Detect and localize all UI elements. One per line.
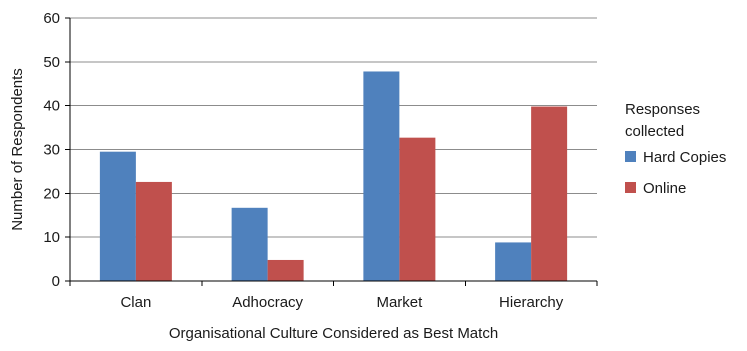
bar-clan-hard-copies (99, 151, 136, 281)
legend-title-line-2: collected (625, 123, 684, 140)
y-tick-labels: 0 10 20 30 40 50 60 (43, 10, 70, 290)
legend-swatch-online (625, 182, 636, 193)
x-tick-label-clan: Clan (120, 294, 151, 311)
bar-adhocracy-online (267, 259, 304, 281)
bar-market-online (399, 137, 436, 281)
legend-label-hard-copies: Hard Copies (643, 149, 726, 166)
legend-label-online: Online (643, 180, 686, 197)
y-tick-label-40: 40 (43, 98, 60, 115)
legend: Responses collected Hard Copies Online (625, 101, 726, 197)
bar-adhocracy-hard-copies (231, 207, 268, 281)
bar-hierarchy-online (531, 106, 568, 281)
bars (99, 71, 568, 281)
y-axis-title: Number of Respondents (9, 68, 26, 231)
bar-hierarchy-hard-copies (495, 242, 532, 281)
x-tick-label-hierarchy: Hierarchy (499, 294, 564, 311)
y-tick-label-50: 50 (43, 54, 60, 71)
x-tick-labels: Clan Adhocracy Market Hierarchy (120, 294, 563, 311)
x-axis-title: Organisational Culture Considered as Bes… (169, 325, 498, 342)
y-tick-label-0: 0 (52, 273, 60, 290)
y-tick-label-30: 30 (43, 142, 60, 159)
x-tick-label-adhocracy: Adhocracy (232, 294, 303, 311)
legend-title-line-1: Responses (625, 101, 700, 118)
bar-clan-online (135, 181, 172, 281)
x-tick-label-market: Market (376, 294, 423, 311)
legend-swatch-hard-copies (625, 151, 636, 162)
y-tick-label-10: 10 (43, 229, 60, 246)
bar-market-hard-copies (363, 71, 400, 281)
y-tick-label-20: 20 (43, 185, 60, 202)
y-tick-label-60: 60 (43, 10, 60, 27)
